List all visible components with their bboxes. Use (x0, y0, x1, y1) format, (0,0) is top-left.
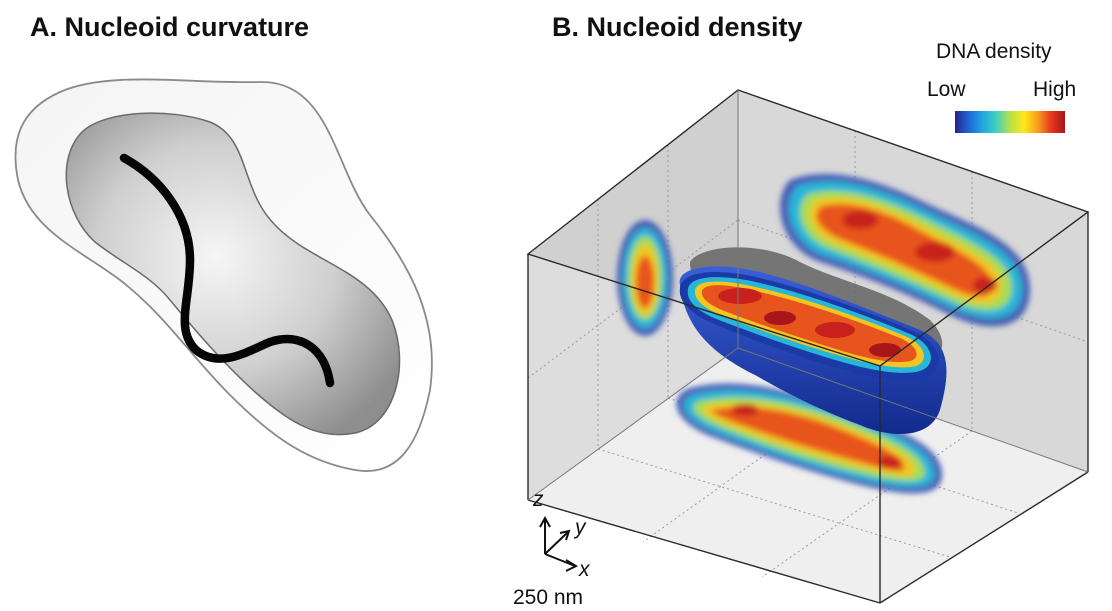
axis-triad (539, 515, 579, 572)
panel-b-title: B. Nucleoid density (552, 12, 803, 42)
box-floor (528, 348, 1088, 603)
nucleoid-cross-section (679, 272, 939, 381)
panel-b-diagram (526, 89, 1090, 604)
panel-a-title: A. Nucleoid curvature (30, 12, 310, 42)
axis-x-label: x (579, 558, 590, 581)
scale-bar-label: 250 nm (513, 586, 584, 609)
legend-low-label: Low (927, 78, 966, 101)
panel-a-diagram (14, 78, 433, 472)
box-edges (526, 89, 1090, 604)
density-colorbar (955, 111, 1065, 133)
legend-title: DNA density (936, 40, 1052, 63)
floor-density-projection (676, 383, 943, 494)
legend-high-label: High (1033, 78, 1077, 101)
nucleoid-centerline (119, 153, 335, 388)
axis-y-label: y (575, 516, 586, 539)
axis-z-label: z (533, 488, 544, 511)
left-wall-density-projection (617, 220, 673, 336)
rear-wall-density-projection (780, 174, 1030, 327)
